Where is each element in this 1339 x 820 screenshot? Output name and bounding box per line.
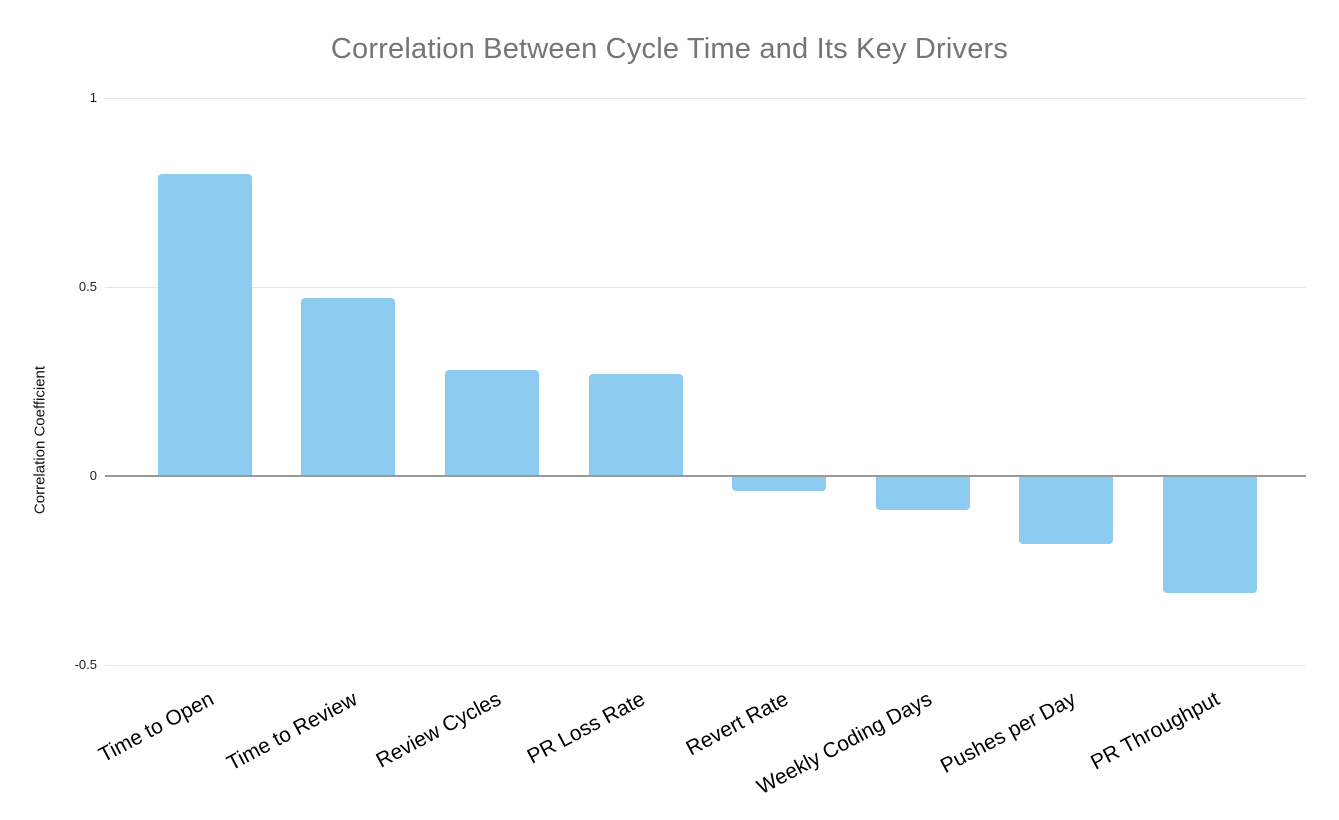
x-tick-label-pr-throughput: PR Throughput bbox=[1086, 687, 1224, 775]
gridline bbox=[105, 287, 1306, 288]
bar-pr-loss-rate bbox=[588, 373, 683, 476]
bar-pr-throughput bbox=[1163, 476, 1257, 594]
bar-weekly-coding-days bbox=[875, 476, 970, 511]
bar-time-to-review bbox=[301, 298, 396, 476]
y-tick-label: 0.5 bbox=[78, 279, 97, 294]
bar-time-to-open bbox=[157, 173, 252, 476]
zero-axis-line bbox=[105, 475, 1306, 477]
x-tick-label-time-to-open: Time to Open bbox=[95, 687, 218, 768]
bar-review-cycles bbox=[445, 370, 539, 476]
y-axis-title-text: Correlation Coefficient bbox=[31, 365, 49, 515]
y-tick-label: -0.5 bbox=[74, 657, 97, 672]
bar-pushes-per-day bbox=[1019, 476, 1114, 545]
gridline bbox=[105, 665, 1306, 666]
chart-title: Correlation Between Cycle Time and Its K… bbox=[330, 33, 1009, 65]
x-tick-label-time-to-review: Time to Review bbox=[223, 687, 362, 776]
x-tick-label-review-cycles: Review Cycles bbox=[372, 687, 506, 773]
y-tick-label: 1 bbox=[89, 90, 97, 105]
x-tick-label-pr-loss-rate: PR Loss Rate bbox=[523, 687, 649, 769]
x-tick-label-revert-rate: Revert Rate bbox=[682, 687, 793, 761]
y-tick-label: 0 bbox=[89, 468, 97, 483]
bar-revert-rate bbox=[732, 476, 827, 492]
x-tick-label-pushes-per-day: Pushes per Day bbox=[936, 687, 1080, 778]
gridline bbox=[105, 98, 1306, 99]
